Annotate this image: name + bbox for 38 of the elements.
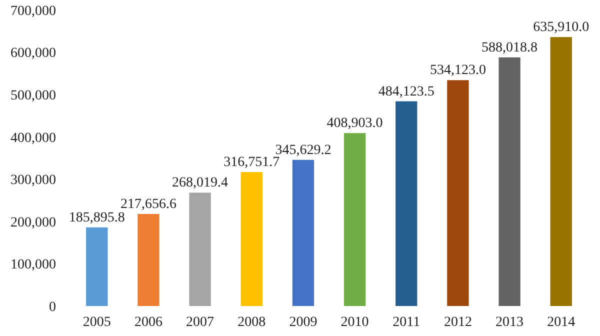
y-tick-label: 100,000 [10,258,56,273]
y-tick-label: 0 [49,300,56,315]
x-tick-label: 2005 [82,315,111,330]
data-label: 588,018.8 [482,40,538,56]
data-label: 484,123.5 [378,84,434,100]
y-tick-label: 400,000 [10,130,56,146]
x-tick-label: 2014 [547,315,576,330]
y-tick-label: 300,000 [10,173,56,188]
data-label: 345,629.2 [275,142,332,158]
bar [86,227,108,306]
x-tick-label: 2008 [238,315,266,330]
x-tick-label: 2006 [134,315,162,330]
y-tick-label: 500,000 [10,88,56,104]
x-tick-label: 2013 [496,315,524,330]
x-tick-label: 2012 [444,315,472,330]
data-label: 217,656.6 [120,196,176,212]
y-tick-label: 200,000 [10,215,56,230]
data-label: 534,123.0 [430,63,486,78]
data-label: 635,910.0 [533,20,590,36]
data-label: 316,751.7 [224,155,280,170]
x-tick-label: 2010 [340,315,369,330]
bar [138,214,160,306]
bar [292,160,314,306]
x-tick-label: 2009 [289,315,318,330]
x-tick-label: 2011 [392,315,420,330]
bar [498,57,520,306]
bar [396,101,418,306]
data-label: 408,903.0 [326,116,383,132]
bar [447,80,469,306]
bar [550,37,572,306]
y-tick-label: 600,000 [10,46,56,62]
data-label: 268,019.4 [172,176,228,191]
bar [189,192,211,306]
x-tick-label: 2007 [186,315,214,330]
data-label: 185,895.8 [68,210,125,226]
y-tick-label: 700,000 [10,4,56,19]
bar [344,133,366,306]
bar [240,172,262,306]
